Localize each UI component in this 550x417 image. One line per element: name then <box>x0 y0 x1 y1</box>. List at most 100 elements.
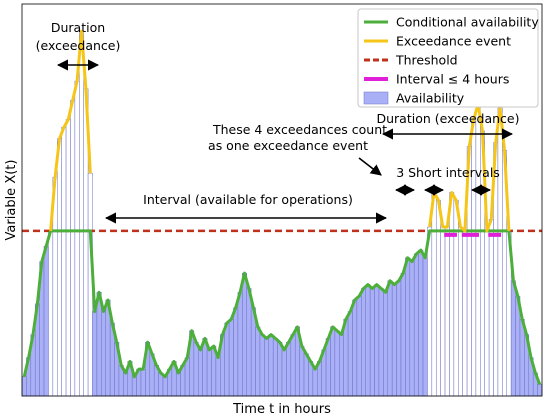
bar-exceedance <box>87 173 93 232</box>
bar-exceedance-base <box>471 230 477 397</box>
bar-availability <box>383 292 389 397</box>
bar-availability <box>198 349 203 397</box>
bar-availability <box>325 338 331 397</box>
bar-exceedance-base <box>48 230 54 397</box>
bar-availability <box>510 280 516 397</box>
bar-availability <box>272 338 278 397</box>
interval-available-label: Interval (available for operations) <box>143 192 353 207</box>
bar-availability <box>193 341 199 397</box>
bar-availability <box>286 341 292 397</box>
bar-exceedance-base <box>427 230 433 397</box>
bar-availability <box>405 257 411 397</box>
bar-exceedance-base <box>480 230 485 397</box>
bar-availability <box>299 345 305 397</box>
legend-label: Availability <box>396 91 465 106</box>
bar-exceedance-base <box>61 230 67 397</box>
bar-availability <box>334 330 340 397</box>
bar-exceedance-base <box>440 230 446 397</box>
bar-exceedance-base <box>70 230 76 397</box>
bar-availability <box>339 334 344 397</box>
bar-availability <box>330 326 336 397</box>
bar-exceedance-base <box>79 230 84 397</box>
bar-exceedance-base <box>435 230 441 397</box>
bar-exceedance-base <box>444 230 450 397</box>
bar-availability <box>387 280 393 397</box>
bar-availability <box>206 349 212 397</box>
legend: Conditional availability Exceedance event… <box>357 8 539 108</box>
bar-availability <box>246 288 252 397</box>
bar-exceedance <box>74 80 80 232</box>
legend-swatch <box>363 91 389 105</box>
bar-availability <box>96 292 102 397</box>
bar-availability <box>396 280 402 397</box>
bar-availability <box>277 341 283 397</box>
bar-availability <box>131 376 137 397</box>
count-note-line1: These 4 exceedances count <box>212 122 387 137</box>
exceedance-event-line <box>428 102 511 233</box>
plot-frame <box>21 3 543 397</box>
bar-availability <box>123 372 129 397</box>
bar-availability <box>268 334 274 397</box>
bar-availability <box>343 318 349 397</box>
count-note-line2: as one exceedance event <box>208 138 368 153</box>
duration-left-line2: (exceedance) <box>36 38 121 53</box>
bar-availability <box>361 288 366 397</box>
bar-exceedance-base <box>484 230 490 397</box>
bar-exceedance-base <box>497 230 503 397</box>
legend-label: Threshold <box>395 53 458 68</box>
bar-availability <box>391 284 397 397</box>
legend-label: Exceedance event <box>396 34 511 49</box>
bar-availability <box>281 349 287 397</box>
bar-exceedance-base <box>449 230 455 397</box>
bar-availability <box>255 326 261 397</box>
bar-exceedance-base <box>74 230 80 397</box>
bar-availability <box>175 372 181 397</box>
bar-availability <box>413 253 419 397</box>
bar-availability <box>202 338 208 397</box>
bar-availability <box>347 311 353 397</box>
count-note-arrow <box>358 157 382 176</box>
bar-availability <box>242 272 247 397</box>
bar-availability <box>101 311 106 397</box>
bar-availability <box>400 272 406 397</box>
bar-exceedance-base <box>83 230 89 397</box>
bar-exceedance-base <box>65 230 71 397</box>
short-intervals-label: 3 Short intervals <box>396 165 500 180</box>
bar-exceedance-base <box>488 230 494 397</box>
bar-exceedance-base <box>458 230 463 397</box>
bar-availability <box>356 295 362 397</box>
legend-label: Interval ≤ 4 hours <box>396 72 509 87</box>
bar-exceedance <box>70 100 76 232</box>
y-axis-label: Variable X(t) <box>4 160 19 241</box>
bar-availability <box>162 376 168 397</box>
bar-exceedance <box>61 126 67 232</box>
bar-availability <box>233 307 239 397</box>
bar-availability <box>43 245 49 397</box>
bar-exceedance-base <box>493 230 499 397</box>
bar-availability <box>21 376 27 397</box>
duration-right-label: Duration (exceedance) <box>377 111 520 126</box>
duration-left-line1: Duration <box>51 20 105 35</box>
annotations: Duration (exceedance) Interval (availabl… <box>36 20 520 207</box>
bar-availability <box>290 334 296 397</box>
bar-availability <box>537 384 543 397</box>
bar-availability <box>92 311 98 397</box>
bar-availability <box>519 318 525 397</box>
x-axis-label: Time t in hours <box>232 402 331 417</box>
bar-exceedance-base <box>52 230 58 397</box>
bar-availability <box>215 357 221 397</box>
bar-availability <box>374 284 380 397</box>
bar-exceedance-base <box>431 230 437 397</box>
annotation-arrows <box>56 59 514 224</box>
bar-exceedance-base <box>453 230 459 397</box>
bar-exceedance-base <box>462 230 468 397</box>
bar-exceedance <box>65 119 71 232</box>
bar-exceedance-base <box>502 230 507 397</box>
bar-availability <box>409 261 415 397</box>
conditional-availability-line <box>22 229 542 386</box>
bar-exceedance-base <box>475 230 481 397</box>
bar-exceedance-base <box>466 230 472 397</box>
bar-availability <box>184 357 190 397</box>
legend-box <box>357 8 539 108</box>
